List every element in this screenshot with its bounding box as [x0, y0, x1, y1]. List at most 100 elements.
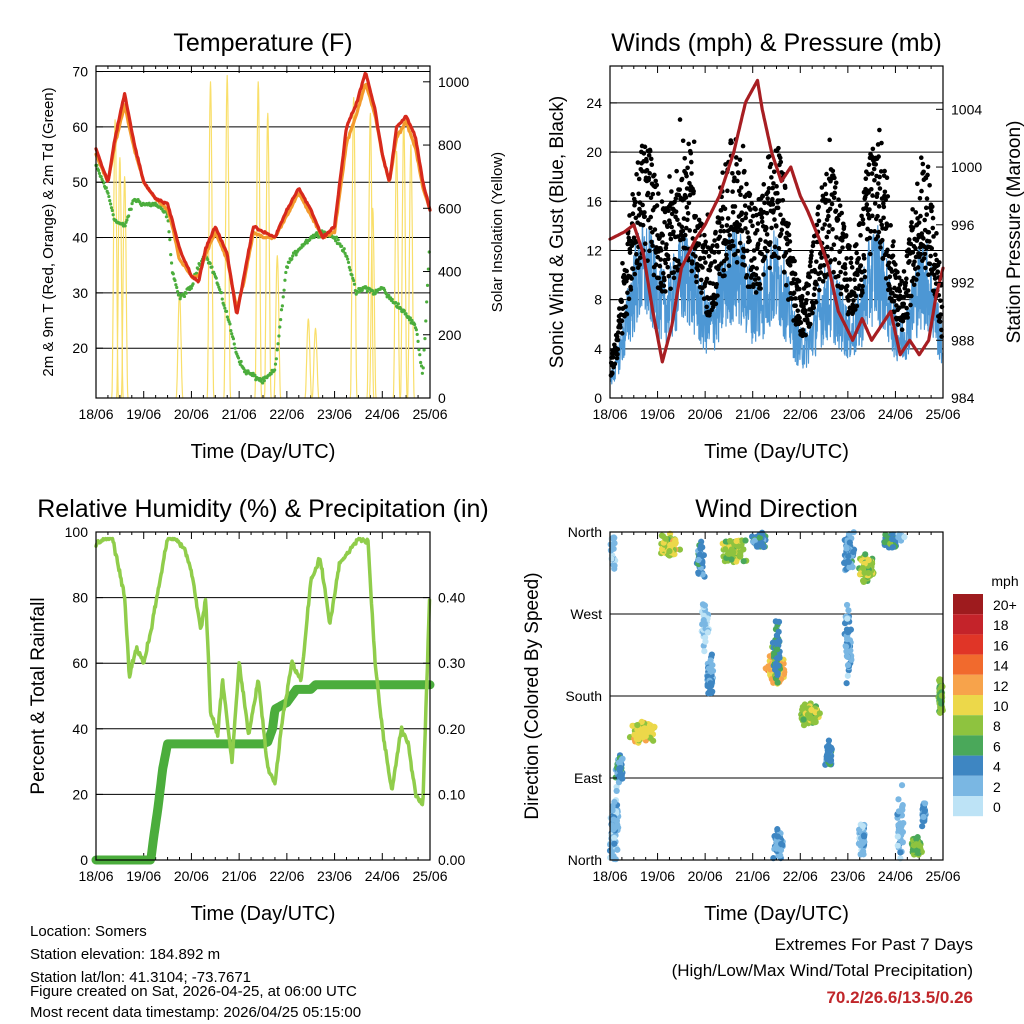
gust-point — [867, 207, 872, 212]
gust-point — [872, 201, 878, 206]
gust-point — [755, 241, 761, 247]
gust-point — [834, 235, 839, 240]
gust-point — [828, 258, 834, 263]
gust-point — [818, 270, 824, 275]
gust-point — [878, 245, 883, 250]
gust-point — [770, 202, 776, 207]
y2-tick-label: 0.30 — [438, 655, 465, 671]
gust-point — [716, 220, 722, 225]
x-tick-label: 20/06 — [688, 868, 723, 884]
dewpoint-point — [387, 293, 391, 298]
gust-point — [807, 274, 813, 280]
gust-point — [880, 256, 886, 261]
gust-point — [792, 258, 797, 264]
gust-point — [669, 211, 675, 217]
gust-point — [714, 282, 719, 287]
wind-direction-point — [844, 672, 851, 679]
gust-point — [819, 255, 824, 260]
gust-point — [677, 262, 682, 267]
gust-point — [870, 193, 875, 198]
y2-tick-label: 400 — [438, 264, 462, 280]
gust-point — [916, 220, 922, 225]
gust-point — [721, 228, 727, 234]
gust-point — [647, 171, 652, 176]
gust-point — [725, 216, 731, 221]
gust-point — [838, 291, 844, 297]
dewpoint-point — [416, 339, 420, 343]
gust-point — [633, 199, 638, 205]
wind-direction-point — [672, 537, 679, 544]
dewpoint-point — [283, 278, 287, 282]
dewpoint-point — [239, 359, 243, 364]
wind-direction-point — [808, 706, 815, 714]
x-tick-label: 18/06 — [592, 406, 627, 422]
dewpoint-point — [424, 319, 428, 323]
dewpoint-point — [108, 199, 112, 203]
wind-direction-point — [609, 535, 616, 542]
gust-point — [700, 265, 705, 270]
gust-point — [722, 273, 727, 278]
dewpoint-point — [282, 288, 286, 292]
gust-point — [732, 204, 738, 209]
x-tick-label: 24/06 — [878, 406, 913, 422]
y-tick-label: 8 — [594, 292, 602, 308]
wind-direction-point — [938, 692, 945, 699]
gust-point — [742, 168, 747, 174]
gust-point — [853, 307, 858, 312]
dewpoint-point — [414, 328, 418, 332]
gust-point — [637, 255, 643, 261]
gust-point — [736, 170, 741, 176]
gust-point — [738, 192, 743, 198]
gust-point — [683, 195, 689, 200]
legend-swatch — [953, 735, 983, 756]
dewpoint-point — [164, 215, 169, 219]
y2-tick-label: 0.00 — [438, 852, 465, 868]
gust-point — [662, 219, 667, 225]
gust-point — [891, 239, 896, 244]
wind-direction-point — [733, 537, 740, 545]
wind-direction-point — [649, 726, 656, 733]
gust-point — [737, 157, 743, 163]
gust-point — [883, 197, 888, 203]
gust-point — [658, 248, 664, 253]
gust-point — [759, 215, 765, 220]
gust-point — [868, 186, 874, 192]
gust-point — [858, 233, 863, 238]
gust-point — [764, 225, 769, 231]
gust-point — [724, 252, 729, 258]
dewpoint-point — [338, 242, 342, 246]
gust-point — [650, 191, 656, 197]
gust-point — [831, 195, 837, 201]
gust-point — [660, 240, 665, 245]
gust-point — [694, 279, 699, 285]
gust-point — [909, 293, 914, 299]
temperature-2m-line — [94, 71, 432, 315]
gust-point — [786, 221, 791, 227]
wind-direction-point — [613, 787, 620, 795]
dewpoint-point — [280, 304, 284, 308]
gust-point — [844, 288, 849, 293]
gust-point — [761, 182, 767, 187]
x-tick-label: 21/06 — [735, 406, 770, 422]
gust-point — [934, 231, 939, 236]
gust-point — [905, 288, 911, 293]
wind-direction-point — [708, 651, 715, 658]
gust-point — [683, 246, 688, 251]
y-tick-label: 50 — [72, 174, 88, 190]
gust-point — [803, 308, 808, 314]
gust-point — [758, 237, 763, 243]
gust-point — [703, 249, 709, 255]
gust-point — [858, 263, 864, 268]
wind-direction-point — [860, 848, 867, 855]
y2-tick-label: 984 — [951, 390, 975, 406]
wind-direction-point — [773, 632, 781, 639]
gust-point — [668, 286, 673, 292]
wind-direction-point — [894, 833, 901, 840]
gust-point — [816, 287, 822, 293]
dewpoint-point — [360, 288, 364, 292]
dewpoint-point — [173, 278, 177, 283]
gust-point — [689, 268, 695, 274]
gust-point — [647, 248, 652, 254]
gust-point — [901, 294, 907, 300]
gust-point — [747, 238, 752, 244]
